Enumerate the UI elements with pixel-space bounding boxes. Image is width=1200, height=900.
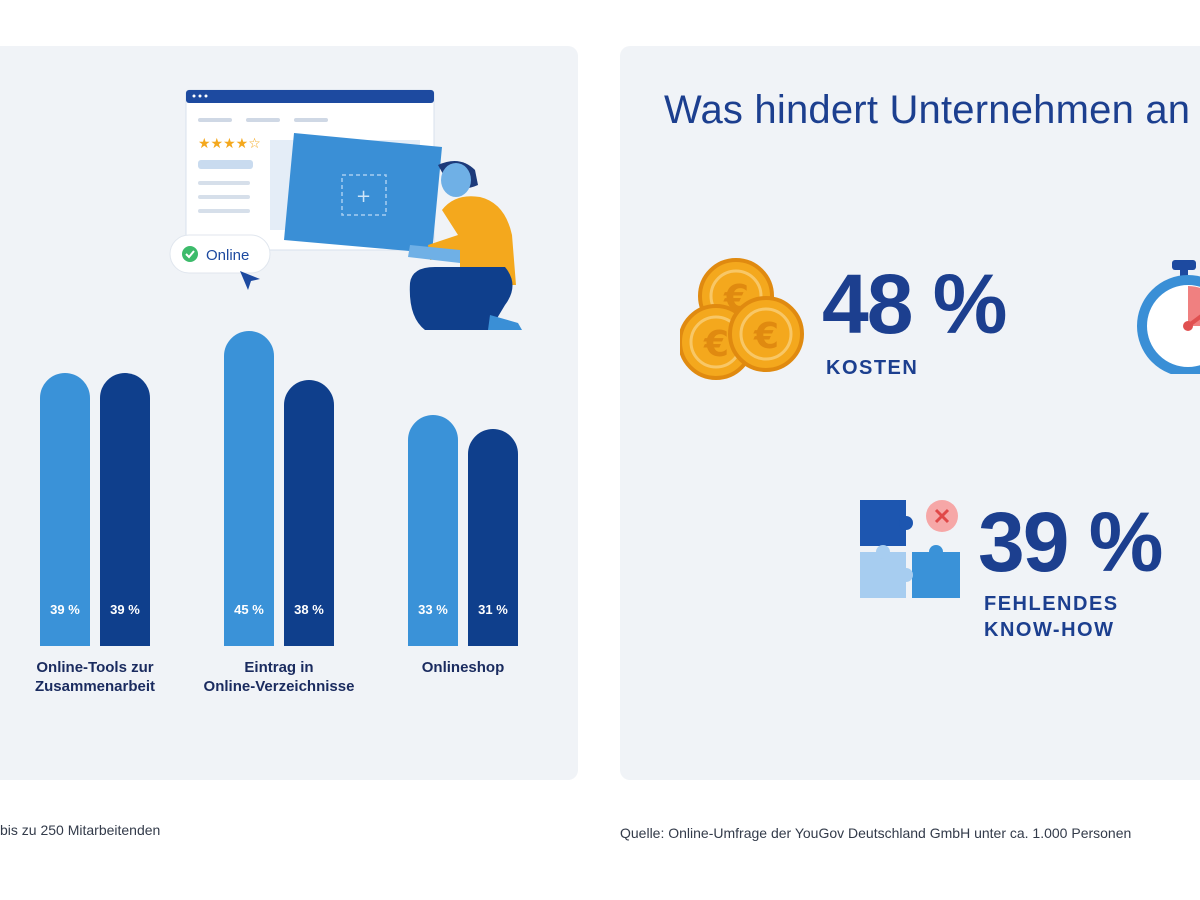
category-label-line: Onlineshop [421, 659, 505, 676]
bar-dark-1 [284, 380, 334, 646]
category-label: Eintrag in Online-Verzeichnisse [179, 658, 379, 696]
category-label-line: Online-Verzeichnisse [203, 678, 355, 695]
online-presence-illustration: ★★★★☆ + Online [169, 89, 522, 330]
person-figure-icon [408, 161, 522, 330]
stat-value-know-how: 39 % [978, 495, 1163, 589]
bar-value-label: 39 % [50, 602, 80, 617]
stopwatch-icon [1137, 260, 1200, 374]
right-barriers-panel: Was hindert Unternehmen an € € € 48 % KO… [620, 46, 1200, 780]
stat-value-costs: 48 % [822, 257, 1007, 351]
online-badge-label: Online [206, 247, 249, 264]
category-label-line: Eintrag in [244, 659, 314, 676]
stat-label-line: FEHLENDES [984, 593, 1119, 615]
svg-text:★★★★☆: ★★★★☆ [198, 136, 261, 152]
puzzle-icon [860, 500, 960, 598]
stat-label-costs: KOSTEN [826, 357, 919, 379]
stat-label-line: KNOW-HOW [984, 619, 1115, 641]
category-label-line: Online-Tools zur [36, 659, 154, 676]
right-footnote: Quelle: Online-Umfrage der YouGov Deutsc… [620, 825, 1132, 841]
svg-text:+: + [356, 186, 371, 207]
bar-value-label: 39 % [110, 602, 140, 617]
panel-title: Was hindert Unternehmen an [664, 88, 1191, 132]
bar-dark-2 [468, 429, 518, 646]
online-badge: Online [169, 234, 271, 290]
bar-value-label: 38 % [294, 602, 324, 617]
bar-dark-0 [100, 373, 150, 646]
euro-coins-icon: € € € [680, 258, 804, 380]
category-label: Onlineshop [363, 658, 563, 677]
left-footnote: bis zu 250 Mitarbeitenden [0, 822, 161, 838]
bar-value-label: 31 % [478, 602, 508, 617]
bar-light-1 [224, 331, 274, 646]
stat-label-know-how: FEHLENDES KNOW-HOW [984, 591, 1119, 643]
category-label-line: Zusammenarbeit [34, 678, 156, 695]
svg-text:€: € [753, 316, 779, 357]
image-tile-icon: + [284, 133, 442, 253]
bar-value-label: 45 % [234, 602, 264, 617]
bar-light-2 [408, 415, 458, 646]
svg-text:€: € [703, 324, 729, 365]
bar-light-0 [40, 373, 90, 646]
category-label: Online-Tools zur Zusammenarbeit [0, 658, 195, 696]
bar-chart: 39 % 45 % 33 % 39 % 38 % 31 % [40, 331, 518, 646]
bar-value-label: 33 % [418, 602, 448, 617]
